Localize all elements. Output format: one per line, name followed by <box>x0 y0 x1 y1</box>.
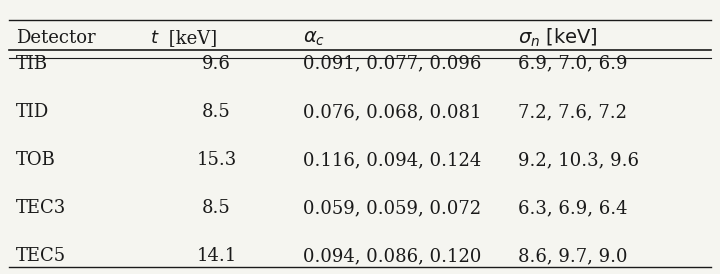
Text: 15.3: 15.3 <box>197 151 237 169</box>
Text: TOB: TOB <box>16 151 55 169</box>
Text: 6.9, 7.0, 6.9: 6.9, 7.0, 6.9 <box>518 55 627 73</box>
Text: 9.6: 9.6 <box>202 55 231 73</box>
Text: 0.091, 0.077, 0.096: 0.091, 0.077, 0.096 <box>302 55 481 73</box>
Text: 9.2, 10.3, 9.6: 9.2, 10.3, 9.6 <box>518 151 639 169</box>
Text: 0.059, 0.059, 0.072: 0.059, 0.059, 0.072 <box>302 199 481 217</box>
Text: 14.1: 14.1 <box>197 247 237 265</box>
Text: [keV]: [keV] <box>163 29 217 47</box>
Text: TEC5: TEC5 <box>16 247 66 265</box>
Text: $\sigma_n$ [keV]: $\sigma_n$ [keV] <box>518 27 598 49</box>
Text: $\alpha_c$: $\alpha_c$ <box>302 28 325 47</box>
Text: 7.2, 7.6, 7.2: 7.2, 7.6, 7.2 <box>518 103 627 121</box>
Text: $t$: $t$ <box>150 29 159 47</box>
Text: 0.116, 0.094, 0.124: 0.116, 0.094, 0.124 <box>302 151 481 169</box>
Text: 0.094, 0.086, 0.120: 0.094, 0.086, 0.120 <box>302 247 481 265</box>
Text: 8.5: 8.5 <box>202 199 231 217</box>
Text: TEC3: TEC3 <box>16 199 66 217</box>
Text: TIB: TIB <box>16 55 48 73</box>
Text: 8.6, 9.7, 9.0: 8.6, 9.7, 9.0 <box>518 247 627 265</box>
Text: 6.3, 6.9, 6.4: 6.3, 6.9, 6.4 <box>518 199 627 217</box>
Text: 8.5: 8.5 <box>202 103 231 121</box>
Text: Detector: Detector <box>16 29 95 47</box>
Text: 0.076, 0.068, 0.081: 0.076, 0.068, 0.081 <box>302 103 481 121</box>
Text: TID: TID <box>16 103 49 121</box>
